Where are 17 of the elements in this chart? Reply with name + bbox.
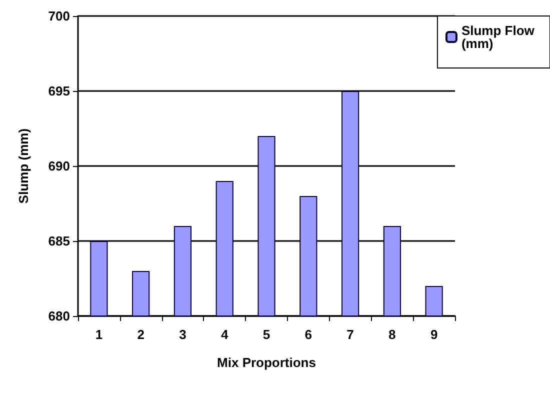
- x-tick-label: 7: [346, 327, 354, 342]
- x-axis-title: Mix Proportions: [217, 355, 316, 370]
- x-tick-label: 1: [95, 327, 103, 342]
- x-tick-label: 9: [430, 327, 438, 342]
- x-tick-label: 4: [220, 327, 229, 342]
- y-tick-label: 685: [48, 234, 70, 248]
- y-tick-label: 700: [48, 8, 70, 24]
- x-tick-label: 2: [137, 327, 144, 342]
- y-axis-title: Slump (mm): [16, 128, 31, 204]
- x-tick-label: 3: [179, 327, 186, 342]
- y-tick-label: 695: [48, 84, 70, 98]
- x-tick-label: 8: [388, 327, 396, 342]
- y-tick-label: 680: [48, 308, 70, 324]
- y-tick-label: 690: [48, 158, 70, 174]
- legend-label: Slump Flow (mm): [461, 23, 538, 51]
- x-tick-label: 6: [304, 327, 312, 342]
- x-tick-label: 5: [262, 327, 270, 342]
